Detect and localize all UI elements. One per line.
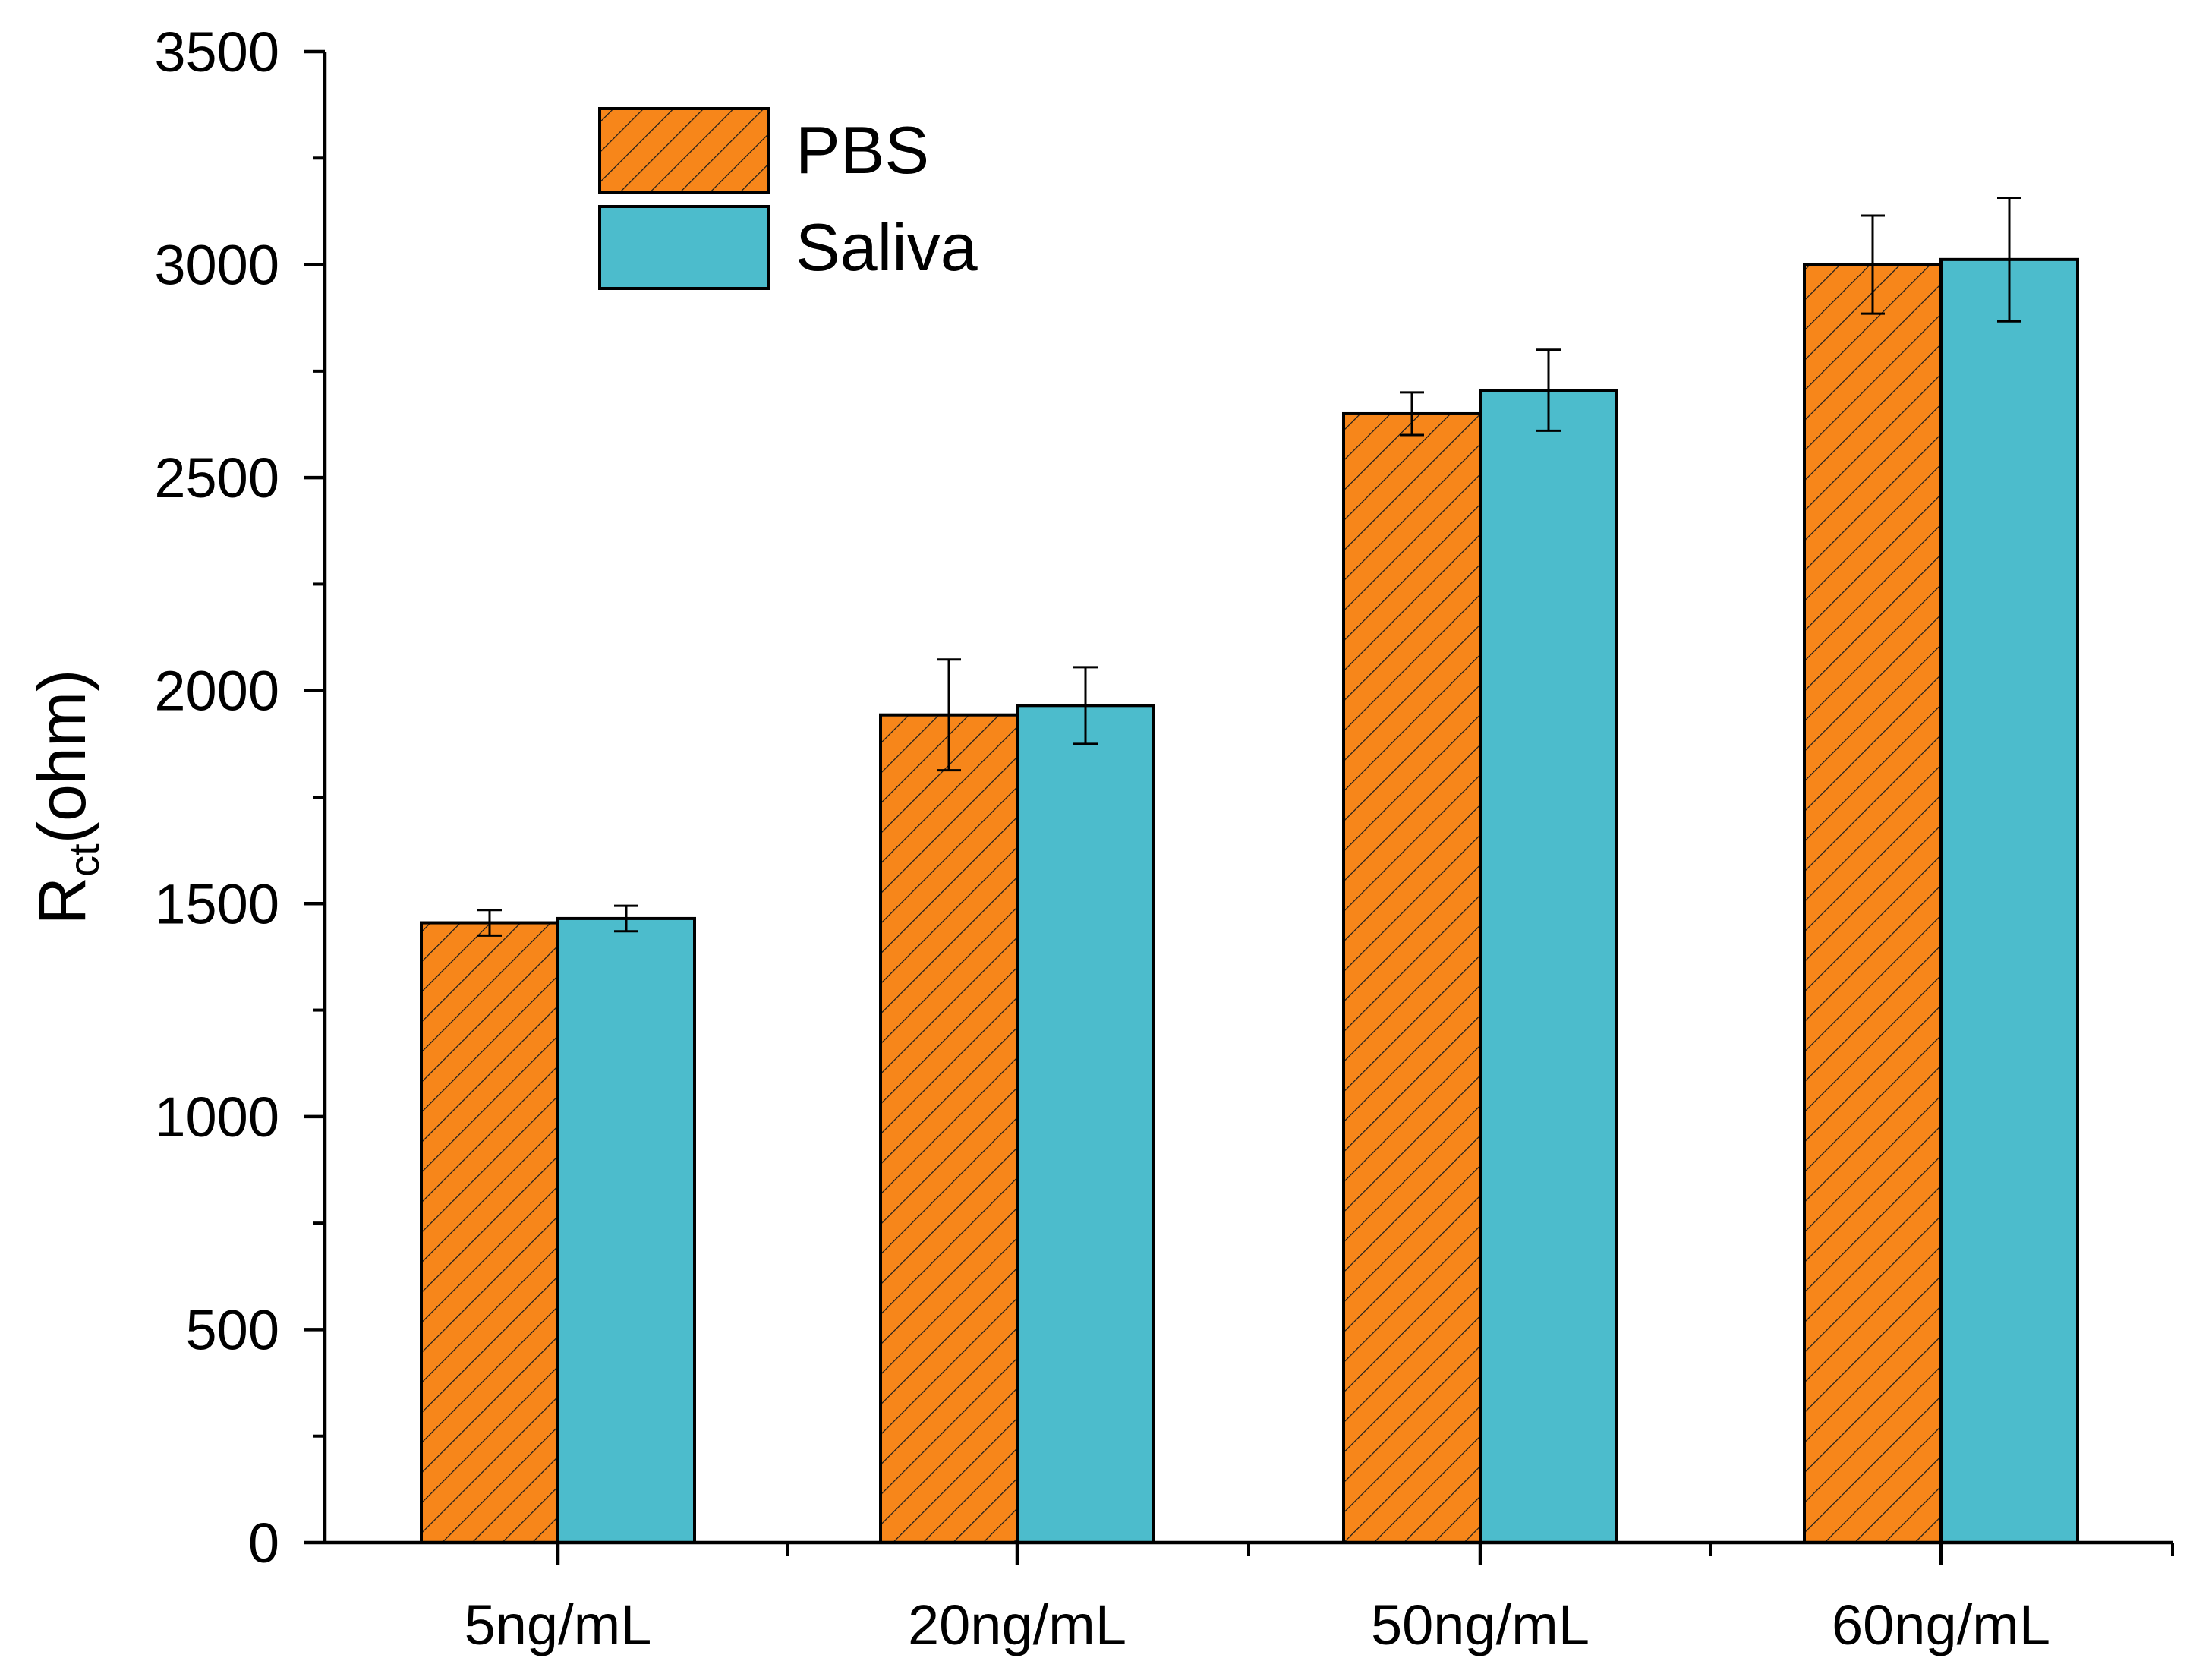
legend-label-saliva: Saliva [796, 210, 978, 285]
y-tick-label: 2500 [154, 446, 279, 509]
legend-label-pbs: PBS [796, 112, 929, 188]
x-category-label: 50ng/mL [1371, 1593, 1590, 1656]
x-category-label: 20ng/mL [908, 1593, 1126, 1656]
y-axis-label-subscript: ct [60, 843, 108, 877]
error-bar-saliva-2 [1536, 348, 1561, 432]
y-tick-label: 2000 [154, 660, 279, 723]
bar-pbs-0 [420, 921, 559, 1544]
x-category-label: 60ng/mL [1832, 1593, 2050, 1656]
error-bar-saliva-3 [1997, 196, 2021, 323]
error-bar-saliva-1 [1073, 666, 1098, 745]
y-tick-label: 3000 [154, 234, 279, 297]
y-tick-label: 500 [186, 1298, 279, 1361]
y-axis-label-main: R [24, 877, 99, 925]
error-bar-pbs-2 [1400, 391, 1424, 437]
y-tick-label: 1500 [154, 872, 279, 935]
x-category-label: 5ng/mL [465, 1593, 652, 1656]
bar-pbs-1 [879, 713, 1019, 1544]
legend-swatch-saliva [598, 205, 770, 290]
error-bar-pbs-0 [477, 909, 502, 937]
y-axis-label: Rct(ohm) [24, 670, 108, 925]
legend-swatch-pbs [598, 107, 770, 194]
y-tick-label: 0 [248, 1511, 279, 1574]
bar-pbs-3 [1803, 263, 1943, 1545]
error-bar-pbs-3 [1861, 214, 1885, 315]
y-axis-label-suffix: (ohm) [24, 670, 99, 844]
y-tick-label: 1000 [154, 1086, 279, 1149]
y-tick-label: 3500 [154, 20, 279, 84]
error-bar-saliva-0 [614, 904, 638, 933]
bar-saliva-0 [556, 916, 696, 1544]
error-bar-pbs-1 [937, 658, 961, 772]
bar-saliva-3 [1939, 257, 2079, 1544]
bar-saliva-1 [1016, 704, 1155, 1545]
bar-saliva-2 [1479, 389, 1618, 1545]
bar-pbs-2 [1342, 411, 1482, 1544]
legend: PBS Saliva [598, 107, 978, 290]
